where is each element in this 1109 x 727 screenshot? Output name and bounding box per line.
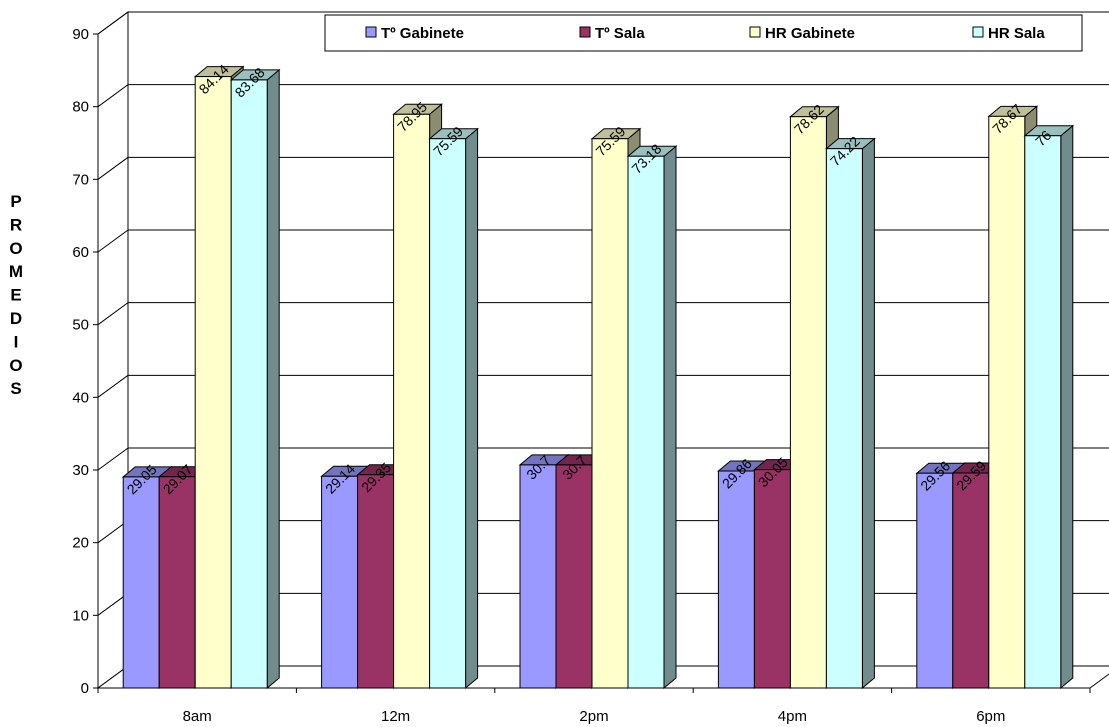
x-tick-label: 6pm — [976, 708, 1005, 725]
legend-swatch — [579, 26, 591, 38]
bar — [555, 464, 593, 689]
bar — [789, 116, 827, 689]
y-tick-label: 40 — [72, 389, 89, 406]
bar — [825, 148, 863, 689]
x-tick-label: 12m — [381, 708, 410, 725]
x-tick-label: 4pm — [778, 708, 807, 725]
bar-side — [465, 127, 479, 690]
y-tick-labels: 0 10 20 30 40 50 60 70 80 90 — [72, 26, 89, 697]
y-axis-label-letter: O — [9, 356, 22, 375]
bar — [1024, 135, 1062, 689]
bar — [122, 476, 160, 689]
y-tick-label: 20 — [72, 535, 89, 552]
legend-label: Tº Gabinete — [381, 25, 464, 42]
y-axis-label-letter: I — [14, 332, 19, 351]
y-tick-label: 0 — [81, 680, 89, 697]
y-tick-label: 80 — [72, 99, 89, 116]
gridline-side — [97, 374, 129, 398]
gridline-side — [97, 11, 129, 35]
gridline-side — [97, 156, 129, 180]
bar-side — [663, 145, 677, 690]
legend-swatch — [972, 26, 984, 38]
legend-box — [324, 14, 1083, 52]
gridline-side — [97, 302, 129, 326]
y-tick-label: 90 — [72, 26, 89, 43]
y-tick-label: 50 — [72, 317, 89, 334]
bar-side — [1060, 124, 1074, 690]
legend-swatch — [365, 26, 377, 38]
y-tick-label: 70 — [72, 171, 89, 188]
bar — [988, 115, 1026, 689]
bar — [429, 138, 467, 689]
legend-label: HR Gabinete — [765, 25, 855, 42]
bar — [591, 138, 629, 689]
bar — [627, 155, 665, 689]
bars — [121, 65, 1075, 690]
bar — [321, 475, 359, 689]
bar — [194, 76, 232, 689]
y-tick-label: 10 — [72, 607, 89, 624]
x-tick-label: 2pm — [579, 708, 608, 725]
y-axis-label-letter: E — [10, 286, 21, 305]
legend: Tº Gabinete Tº Sala HR Gabinete HR Sala — [324, 14, 1083, 52]
bar-side — [861, 137, 875, 690]
x-tick-label: 8am — [183, 708, 212, 725]
y-axis-label-letter: D — [10, 309, 22, 328]
legend-label: Tº Sala — [595, 25, 645, 42]
gridline-side — [97, 229, 129, 253]
legend-label: HR Sala — [988, 25, 1045, 42]
bar — [519, 464, 557, 689]
bar — [393, 113, 431, 689]
y-tick-label: 60 — [72, 244, 89, 261]
bar — [753, 469, 791, 689]
x-tick-labels: 8am 12m 2pm 4pm 6pm — [183, 708, 1006, 725]
y-axis-label-letter: O — [9, 239, 22, 258]
bar — [230, 79, 268, 689]
gridline-side — [97, 84, 129, 108]
y-axis-label-letter: S — [10, 379, 21, 398]
bar-side — [266, 68, 280, 690]
y-axis-label-letter: M — [9, 262, 23, 281]
bar — [158, 476, 196, 689]
y-axis-label-letter: R — [10, 215, 22, 234]
y-axis-label-letter: P — [10, 192, 21, 211]
bar — [717, 470, 755, 689]
bar — [916, 472, 954, 689]
y-tick-label: 30 — [72, 462, 89, 479]
bar — [952, 472, 990, 689]
bar — [357, 474, 395, 689]
legend-swatch — [749, 26, 761, 38]
gridline-side — [97, 447, 129, 471]
